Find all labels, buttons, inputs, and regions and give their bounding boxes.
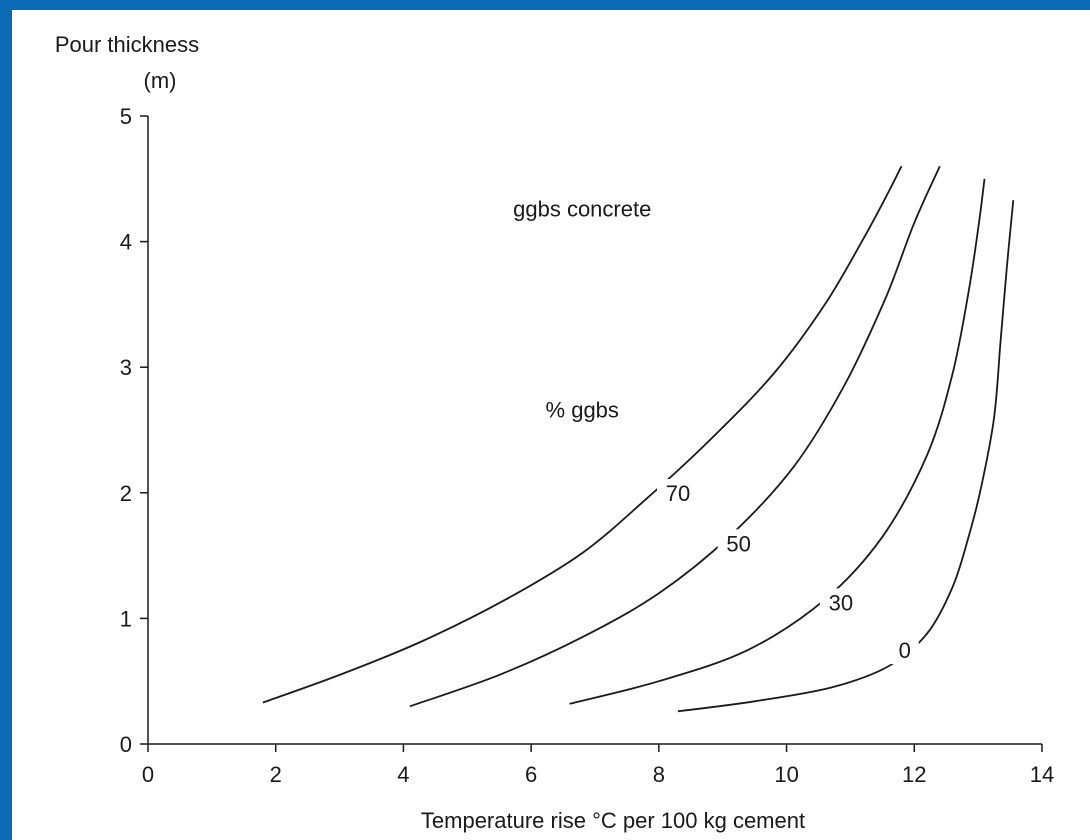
series-label-bg [890, 636, 919, 665]
y-tick-label: 5 [120, 104, 132, 129]
series-line-30 [569, 178, 986, 705]
y-tick-label: 3 [120, 355, 132, 380]
series-line-70 [262, 165, 903, 704]
x-axis-label: Temperature rise °C per 100 kg cement [421, 808, 805, 833]
y-tick-label: 2 [120, 481, 132, 506]
x-tick-label: 10 [774, 762, 798, 787]
series-label-30: 30 [829, 590, 853, 615]
x-tick-label: 2 [270, 762, 282, 787]
series-label-0: 0 [899, 638, 911, 663]
y-tick-label: 0 [120, 732, 132, 757]
x-tick-label: 6 [525, 762, 537, 787]
legend-title: % ggbs [546, 397, 619, 422]
chart-annotation-title: ggbs concrete [513, 196, 651, 221]
labels: Pour thickness (m) Temperature rise °C p… [55, 32, 805, 833]
x-tick-label: 14 [1030, 762, 1054, 787]
x-tick-label: 4 [397, 762, 409, 787]
chart-frame: 0 2 4 6 8 10 12 14 0 1 2 3 4 5 70 50 30 0 Pour thickness… [12, 10, 1090, 840]
x-tick-label: 8 [653, 762, 665, 787]
axes [147, 116, 1042, 745]
series-label-50: 50 [726, 531, 750, 556]
y-tick-label: 1 [120, 606, 132, 631]
y-tick-label: 4 [120, 230, 132, 255]
x-tick-label: 0 [142, 762, 154, 787]
y-axis-unit: (m) [144, 68, 177, 93]
series-line-50 [409, 165, 941, 708]
series-label-70: 70 [666, 481, 690, 506]
series-label-bg [657, 479, 700, 508]
series-line-0 [677, 200, 1015, 713]
series-label-bg [717, 529, 760, 558]
y-axis-label: Pour thickness [55, 32, 199, 57]
series-label-bg [819, 588, 862, 617]
series-group: 70 50 30 0 [262, 165, 1015, 713]
x-tick-label: 12 [902, 762, 926, 787]
